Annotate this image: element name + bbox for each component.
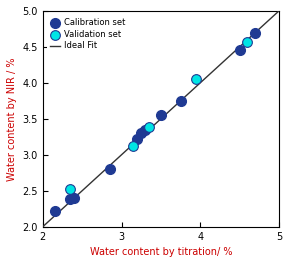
Validation set xyxy=(245,40,250,44)
Validation set xyxy=(194,77,199,81)
Legend: Calibration set, Validation set, Ideal Fit: Calibration set, Validation set, Ideal F… xyxy=(47,15,128,54)
Calibration set xyxy=(52,209,57,213)
Validation set xyxy=(68,187,73,191)
Y-axis label: Water content by NIR / %: Water content by NIR / % xyxy=(7,57,17,181)
Calibration set xyxy=(68,197,73,201)
Calibration set xyxy=(139,131,144,135)
Validation set xyxy=(147,125,151,130)
Calibration set xyxy=(143,128,147,132)
Calibration set xyxy=(237,48,242,53)
Calibration set xyxy=(135,137,140,141)
X-axis label: Water content by titration/ %: Water content by titration/ % xyxy=(90,247,232,257)
Validation set xyxy=(131,144,136,148)
Calibration set xyxy=(108,167,112,171)
Calibration set xyxy=(178,99,183,103)
Calibration set xyxy=(253,30,257,35)
Calibration set xyxy=(159,113,163,117)
Calibration set xyxy=(72,196,77,200)
